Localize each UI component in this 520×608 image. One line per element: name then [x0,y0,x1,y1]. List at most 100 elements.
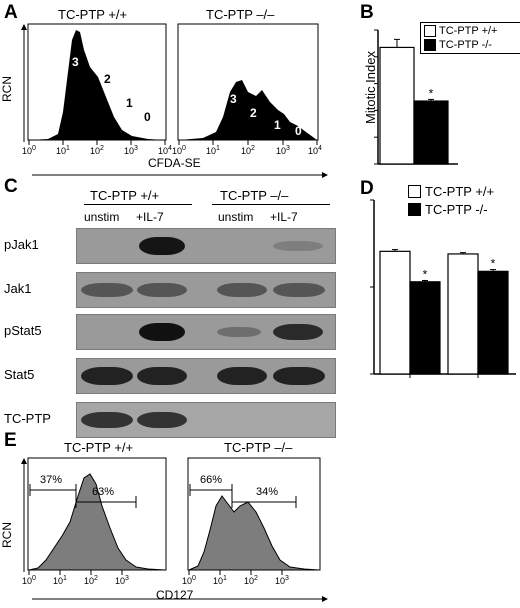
panel-e-letter: E [4,430,17,451]
panel-e-left-histogram [28,473,166,571]
tick-base: 10 [22,146,33,156]
panel-e-right-gate-low: 66% [200,474,223,486]
tick-exponent: 0 [32,575,36,582]
panel-b-legend-wt: TC-PTP +/+ [424,25,520,37]
tick-exponent: 2 [100,145,104,152]
panel-a-y-arrow [21,24,27,142]
panel-e-histograms [27,457,321,575]
tick-base: 10 [158,146,169,156]
panel-a-right-peak-2: 2 [250,106,257,120]
tick-exponent: 0 [182,145,186,152]
blot-label-stat5: Stat5 [4,367,35,382]
tick-label: 102 [84,575,98,586]
panel-a-left-title: TC-PTP +/+ [58,7,128,22]
panel-b-letter: B [360,2,374,23]
panel-e-x-arrow [32,596,328,602]
panel-c-letter: C [4,176,18,197]
panel-e-right-histogram [188,495,320,571]
panel-d-chart: ** [370,199,516,378]
tick-base: 10 [206,146,217,156]
tick-exponent: 1 [223,575,227,582]
panel-a-x-arrow [32,172,328,178]
blot-label-tcptp: TC-PTP [4,411,51,426]
bar-ko [477,270,509,375]
bar-wt [379,250,411,375]
panel-a-xlabel: CFDA-SE [148,156,201,170]
panel-d-letter: D [360,178,374,199]
blot-row-pstat5 [76,314,336,350]
panel-a-right-peak-3: 3 [230,92,237,106]
panel-c-group2-title: TC-PTP –/– [220,188,289,203]
tick-label: 102 [241,145,255,156]
band [217,327,261,337]
panel-a-letter: A [4,2,18,23]
tick-label: 101 [206,145,220,156]
band [273,283,325,297]
panel-d-legend: TC-PTP +/+ TC-PTP -/- [408,184,514,217]
blot-row-jak1 [76,272,336,308]
panel-a-left-peak-0: 0 [144,110,151,124]
tick-base: 10 [90,146,101,156]
panel-e-left-gate-high: 63% [92,486,115,498]
panel-d-legend-ko-label: TC-PTP -/- [425,202,488,217]
blot-label-jak1: Jak1 [4,281,32,296]
tick-label: 103 [115,575,129,586]
band [273,241,323,251]
panel-e-left-gate-low: 37% [40,474,63,486]
tick-label: 104 [308,145,322,156]
tick-exponent: 0 [32,145,36,152]
tick-exponent: 3 [134,145,138,152]
panel-e-right-gate-high: 34% [256,486,279,498]
panel-a-right-peak-1: 1 [274,118,281,132]
tick-base: 10 [276,146,287,156]
blot-row-stat5 [76,358,336,394]
tick-exponent: 1 [216,145,220,152]
band [273,324,323,340]
tick-exponent: 3 [286,145,290,152]
panel-c-group1-underline [84,204,192,205]
bar-ko [413,100,449,165]
band [139,323,185,341]
band [137,367,187,385]
tick-label: 103 [276,145,290,156]
panel-a-left-histogram [29,30,165,140]
band [137,283,187,297]
tick-base: 10 [22,576,33,586]
tick-exponent: 3 [285,575,289,582]
panel-a-right-histogram [179,80,317,140]
panel-a-right-title: TC-PTP –/– [206,7,275,22]
panel-b-legend-wt-swatch [424,25,436,37]
panel-a-left-peak-1: 1 [126,96,133,110]
panel-b-chart: * [374,29,458,165]
tick-label: 100 [182,575,196,586]
tick-exponent: 4 [318,145,322,152]
significance-asterisk: * [491,257,496,271]
tick-base: 10 [275,576,286,586]
tick-base: 10 [124,146,135,156]
panel-a-left-peak-3: 3 [72,55,79,69]
band [137,412,187,428]
panel-d-legend-wt-swatch [408,185,421,198]
band [139,237,185,255]
panel-e-right-title: TC-PTP –/– [224,440,293,455]
tick-exponent: 2 [254,575,258,582]
tick-label: 102 [90,145,104,156]
tick-exponent: 1 [63,575,67,582]
tick-label: 103 [124,145,138,156]
panel-c-lane-4: +IL-7 [270,210,298,224]
tick-base: 10 [241,146,252,156]
panel-d-legend-ko: TC-PTP -/- [408,202,514,217]
band [81,367,133,385]
panel-a-ylabel: RCN [0,76,14,102]
tick-base: 10 [182,576,193,586]
tick-exponent: 2 [251,145,255,152]
tick-label: 104 [158,145,172,156]
blot-row-tcptp [76,402,336,438]
panel-c-lane-3: unstim [218,210,254,224]
panel-a-histograms [27,23,319,145]
panel-c-group1-title: TC-PTP +/+ [90,188,160,203]
tick-base: 10 [244,576,255,586]
band [217,283,267,297]
tick-base: 10 [172,146,183,156]
bar-ko [409,281,441,375]
